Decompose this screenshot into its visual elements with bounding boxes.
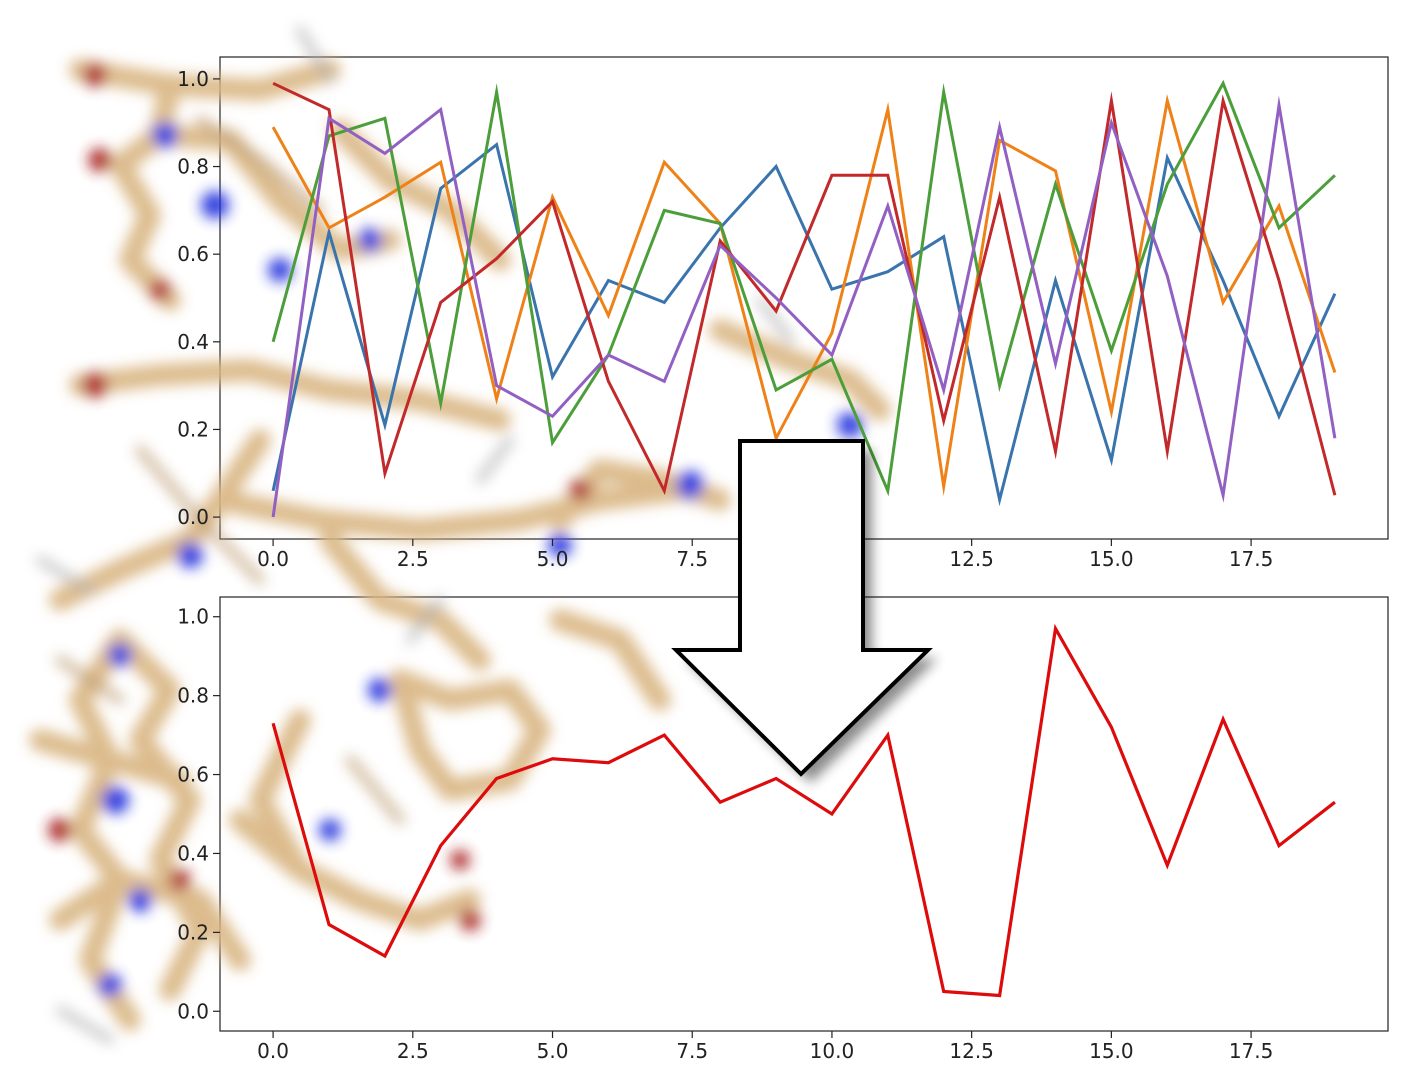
top-y-tick-label: 0.0 [177, 505, 209, 529]
down-arrow-icon [671, 439, 938, 783]
top-y-tick-label: 0.4 [177, 330, 209, 354]
top-y-tick-label: 0.6 [177, 242, 209, 266]
top-x-tick-label: 7.5 [676, 547, 708, 571]
top-series-line-2 [271, 79, 1336, 497]
top-x-tick-label: 15.0 [1089, 547, 1134, 571]
bottom-x-tick-label: 2.5 [397, 1039, 429, 1063]
bottom-y-tick-label: 0.8 [177, 684, 209, 708]
bottom-chart-series [271, 623, 1336, 998]
bottom-x-tick-label: 12.5 [949, 1039, 994, 1063]
bottom-series-line-0 [271, 623, 1336, 998]
bottom-x-tick-label: 5.0 [537, 1039, 569, 1063]
bottom-x-tick-label: 15.0 [1089, 1039, 1134, 1063]
bottom-x-tick-label: 0.0 [257, 1039, 289, 1063]
top-y-tick-label: 1.0 [177, 67, 209, 91]
bottom-x-tick-label: 17.5 [1229, 1039, 1274, 1063]
top-series-line-4 [271, 95, 1337, 518]
top-y-tick-label: 0.2 [177, 417, 209, 441]
top-x-tick-label: 17.5 [1229, 547, 1274, 571]
bottom-x-tick-label: 10.0 [810, 1039, 855, 1063]
bottom-y-tick-label: 0.4 [177, 841, 209, 865]
top-x-tick-label: 2.5 [397, 547, 429, 571]
top-x-tick-label: 12.5 [949, 547, 994, 571]
bottom-x-tick-label: 7.5 [676, 1039, 708, 1063]
top-x-tick-label: 5.0 [537, 547, 569, 571]
bottom-y-tick-label: 0.2 [177, 920, 209, 944]
bottom-y-tick-label: 0.0 [177, 999, 209, 1023]
top-series-line-3 [272, 81, 1337, 496]
top-y-tick-label: 0.8 [177, 155, 209, 179]
molecule-background-image [29, 26, 891, 1044]
top-x-tick-label: 0.0 [257, 547, 289, 571]
top-series-line-1 [271, 94, 1337, 497]
top-chart-series [271, 79, 1337, 518]
bottom-y-tick-label: 0.6 [177, 763, 209, 787]
bottom-y-tick-label: 1.0 [177, 605, 209, 629]
